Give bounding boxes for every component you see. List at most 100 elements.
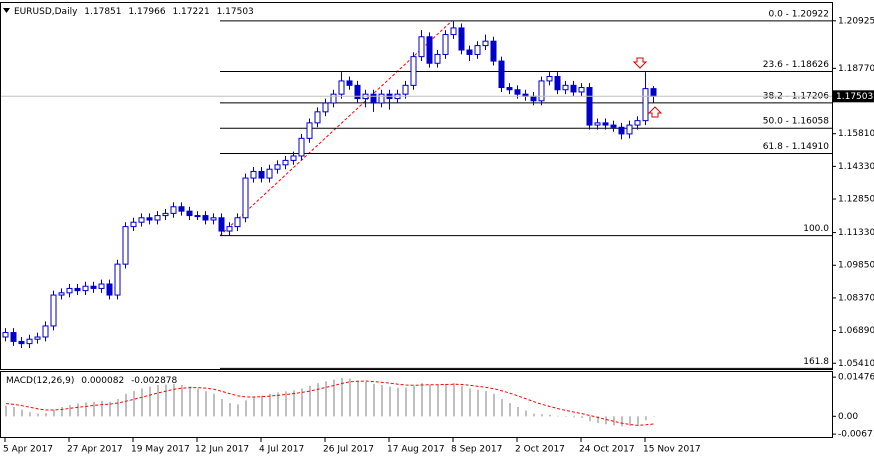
macd-bar: [93, 401, 95, 417]
candle-body: [466, 49, 473, 55]
candle-body: [218, 217, 225, 232]
candle-body: [506, 87, 513, 91]
candle-body: [602, 122, 609, 126]
candle-body: [570, 84, 577, 93]
fibo-label: 50.0 - 1.16058: [763, 117, 829, 127]
candle-body: [458, 27, 465, 51]
macd-bar: [637, 416, 639, 425]
candle-body: [106, 283, 113, 296]
candle-body: [482, 40, 489, 47]
y-tick-label: 1.06890: [838, 326, 874, 336]
macd-bar: [141, 388, 143, 417]
macd-bar: [501, 399, 503, 417]
candle-body: [650, 88, 657, 97]
down-arrow: [632, 57, 648, 69]
macd-bar: [405, 387, 407, 417]
macd-bar: [101, 400, 103, 417]
macd-bar: [653, 416, 655, 417]
candle-body: [634, 120, 641, 126]
candle-body: [594, 122, 601, 126]
macd-bar: [45, 413, 47, 417]
y-tick-label: 1.11330: [838, 228, 874, 238]
candle-body: [138, 217, 145, 223]
y-tick-label: 1.14330: [838, 162, 874, 172]
price-tag: [833, 90, 874, 103]
candle-body: [442, 34, 449, 55]
macd-bar: [333, 379, 335, 417]
candle-body: [618, 126, 625, 135]
candle-body: [290, 155, 297, 161]
candle-body: [354, 84, 361, 100]
price-panel: [0, 2, 833, 370]
candle-body: [402, 84, 409, 95]
candle-body: [26, 338, 33, 345]
candle-body: [474, 45, 481, 55]
candle-body: [410, 56, 417, 86]
macd-bar: [109, 401, 111, 417]
macd-bar: [445, 383, 447, 417]
macd-bar: [189, 386, 191, 417]
macd-bar: [549, 414, 551, 417]
fibo-label: 0.0 - 1.20922: [769, 9, 830, 19]
candle-body: [258, 170, 265, 179]
candle-body: [122, 226, 129, 265]
y-tick-label: 0.014763: [838, 373, 874, 383]
macd-bar: [573, 416, 575, 418]
fibo-trendline: [219, 20, 453, 236]
macd-bar: [301, 388, 303, 417]
macd-bar: [173, 383, 175, 417]
candle-body: [266, 168, 273, 179]
candle-body: [226, 226, 233, 232]
candle-body: [274, 164, 281, 170]
macd-bar: [397, 387, 399, 417]
candle-body: [2, 332, 9, 338]
macd-bar: [13, 407, 15, 417]
macd-bar: [565, 416, 567, 417]
macd-bar: [125, 393, 127, 417]
candle-body: [306, 122, 313, 139]
x-tick-label: 27 Apr 2017: [67, 445, 123, 455]
signal-last: -0.002878: [131, 376, 177, 386]
macd-bar: [597, 416, 599, 423]
candle-body: [146, 217, 153, 221]
macd-bar: [133, 391, 135, 417]
macd-panel: [0, 371, 833, 438]
macd-bar: [525, 410, 527, 417]
macd-bar: [605, 416, 607, 425]
last-close: 1.17503: [217, 7, 254, 17]
y-tick-label: -0.006713: [838, 430, 874, 440]
fibo-label: 100.0: [803, 224, 829, 234]
x-tick-label: 8 Sep 2017: [451, 445, 502, 455]
candle-body: [546, 76, 553, 82]
macd-bar: [181, 385, 183, 417]
macd-bar: [69, 405, 71, 417]
macd-bar: [389, 386, 391, 417]
macd-bar: [477, 389, 479, 417]
macd-bar: [533, 413, 535, 417]
macd-bar: [253, 397, 255, 417]
price-tag-label: 1.17503: [836, 92, 873, 102]
macd-bar: [381, 385, 383, 417]
fibo-label: 23.6 - 1.18626: [763, 60, 829, 70]
macd-bar: [469, 388, 471, 417]
macd-bar: [237, 404, 239, 417]
macd-bar: [621, 416, 623, 427]
candle-body: [114, 263, 121, 296]
macd-bar: [77, 403, 79, 417]
candle-body: [50, 294, 57, 327]
candle-body: [90, 285, 97, 289]
macd-bar: [613, 416, 615, 426]
x-tick-label: 24 Oct 2017: [579, 445, 635, 455]
macd-bar: [309, 385, 311, 417]
menu-triangle: [3, 8, 10, 13]
macd-bar: [117, 399, 119, 417]
macd-bar: [509, 403, 511, 417]
macd-bar: [205, 391, 207, 417]
candle-body: [58, 292, 65, 296]
candle-body: [642, 88, 649, 122]
macd-bar: [589, 416, 591, 422]
macd-bar: [61, 407, 63, 417]
macd-bar: [645, 416, 647, 421]
candle-body: [202, 215, 209, 221]
candle-body: [242, 177, 249, 219]
